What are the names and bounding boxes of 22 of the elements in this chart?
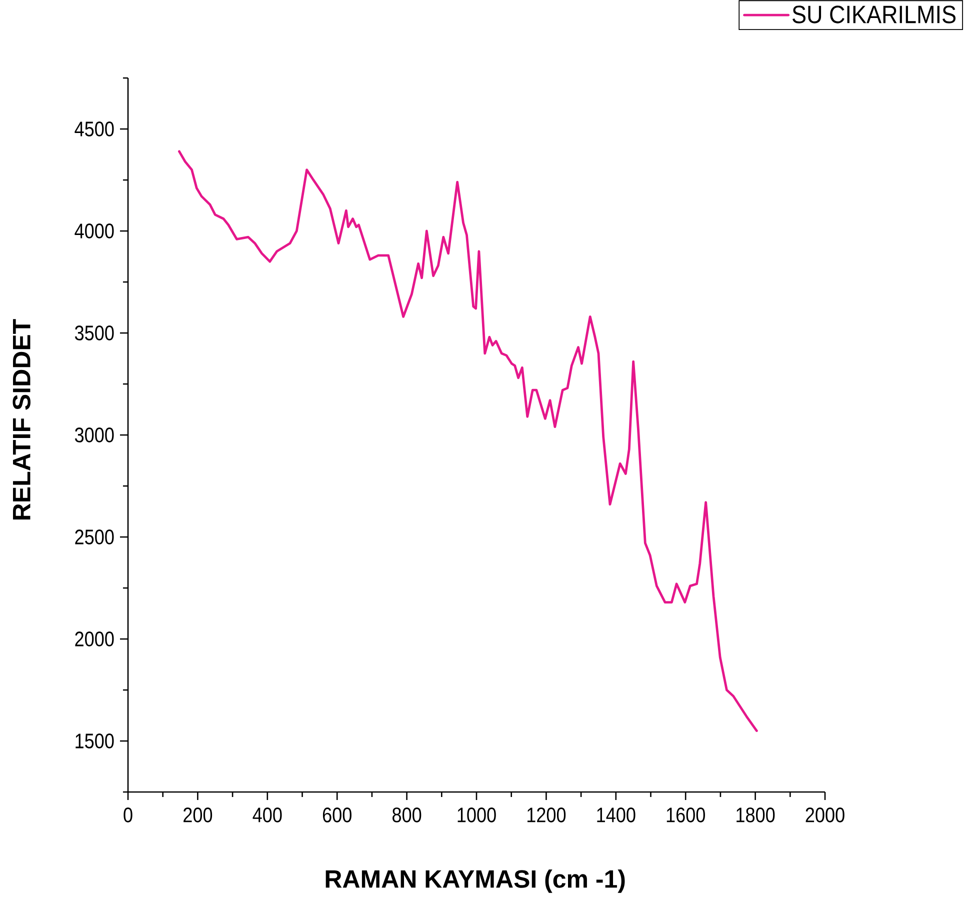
y-tick-label: 4000 <box>74 224 114 238</box>
y-tick-label: 2000 <box>75 632 114 646</box>
x-tick-label: 800 <box>392 808 422 822</box>
legend-label: SU CIKARILMIS <box>792 6 956 24</box>
x-tick-label: 1800 <box>736 808 775 822</box>
x-tick-label: 1000 <box>458 808 496 822</box>
y-tick-label: 1500 <box>76 734 114 748</box>
line-series <box>178 150 758 732</box>
x-tick-label: 200 <box>184 808 212 822</box>
y-tick-label: 3000 <box>74 428 114 442</box>
y-tick-label: 4500 <box>74 122 114 136</box>
x-axis-title: RAMAN KAYMASI (cm -1) <box>326 870 625 893</box>
y-tick-label: 3500 <box>74 326 114 340</box>
x-tick-label: 1600 <box>666 808 705 822</box>
x-tick-label: 400 <box>252 808 282 822</box>
x-tick-label: 0 <box>124 808 132 822</box>
x-tick-label: 1200 <box>527 808 566 822</box>
x-tick-label: 1400 <box>597 808 636 822</box>
x-tick-label: 2000 <box>806 808 844 822</box>
y-axis-title: RELATIF SIDDET <box>12 319 30 520</box>
y-tick-label: 2500 <box>75 530 114 544</box>
x-tick-label: 600 <box>322 808 352 822</box>
